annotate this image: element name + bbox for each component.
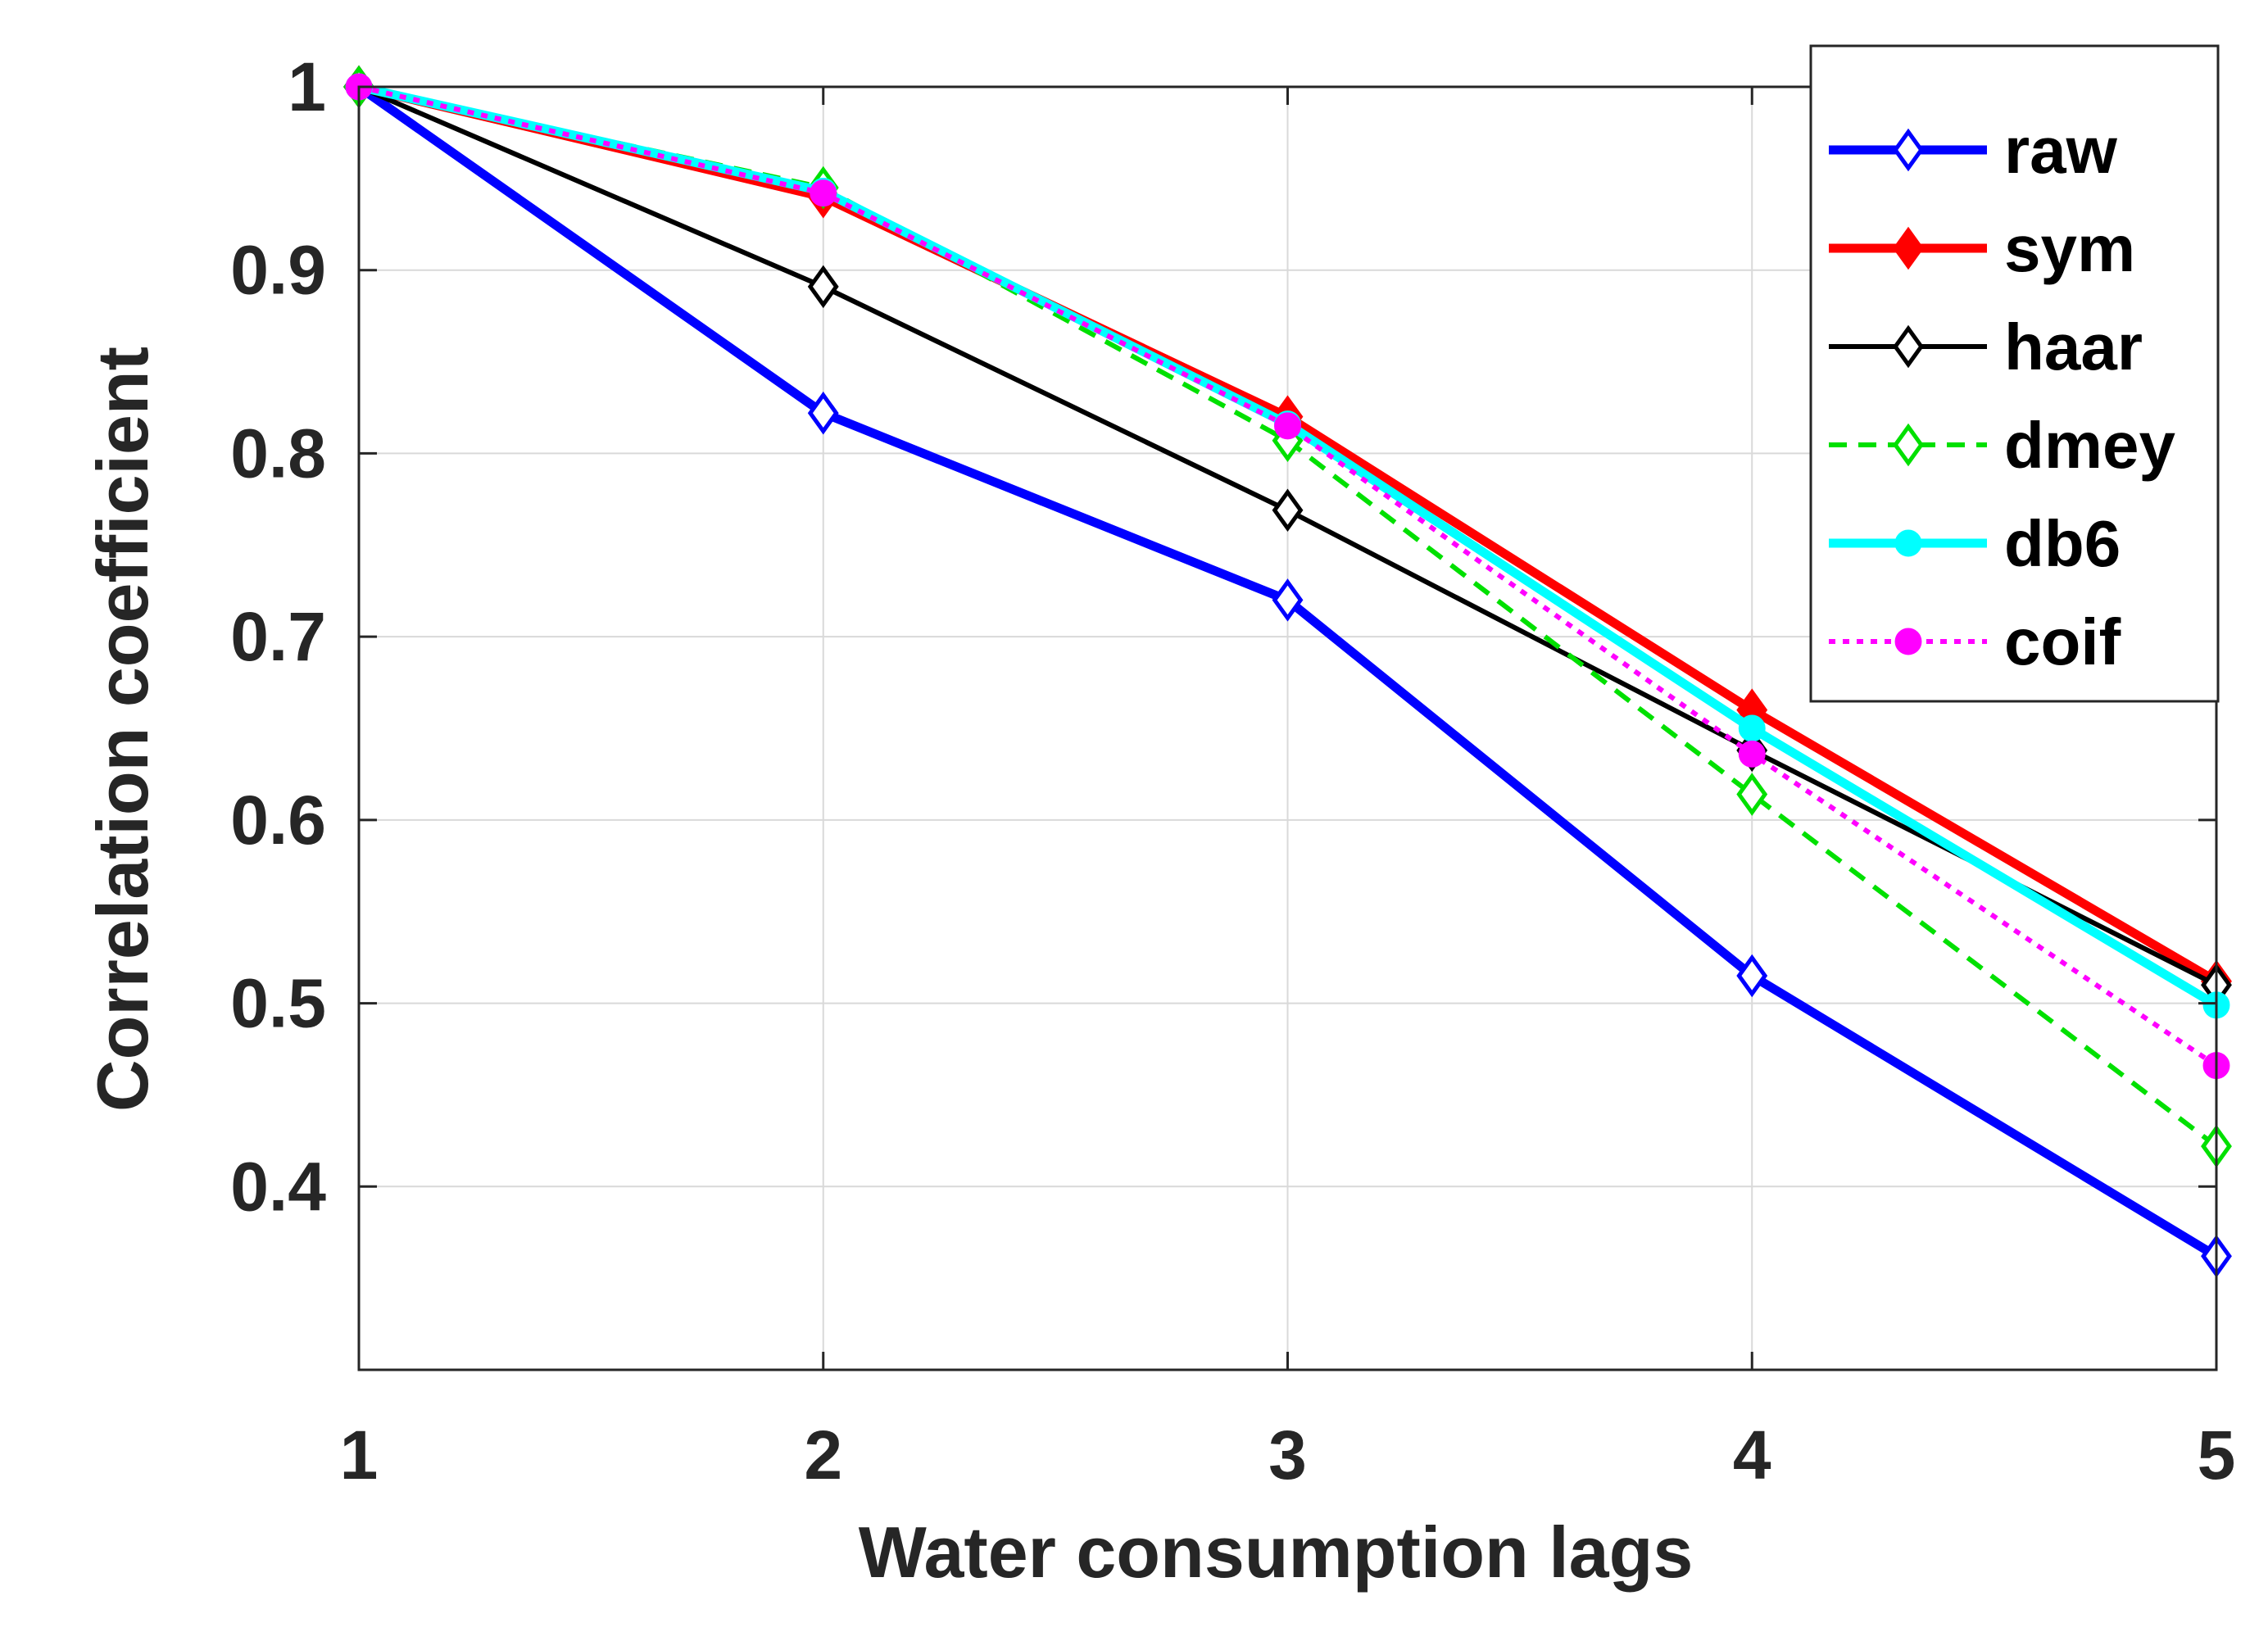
series-layer <box>343 65 2232 1278</box>
legend-entry-haar: haar <box>1829 311 2143 383</box>
y-tick-label: 0.4 <box>230 1148 326 1225</box>
legend-entry-raw: raw <box>1829 114 2118 187</box>
y-axis-tick-labels: 0.4 0.5 0.6 0.7 0.8 0.9 1 <box>230 48 326 1225</box>
data-point-haar <box>807 265 839 309</box>
legend-box <box>1809 44 2220 703</box>
y-tick-label: 0.5 <box>230 965 326 1042</box>
x-tick-label: 3 <box>1268 1417 1307 1494</box>
y-tick-label: 0.6 <box>230 782 326 859</box>
data-point-raw <box>1736 954 1768 998</box>
legend-marker-raw <box>1893 128 1924 172</box>
data-point-coif <box>810 179 837 207</box>
legend: raw sym haar dmey db6 coif <box>1809 44 2220 703</box>
legend-marker-coif <box>1894 628 1922 655</box>
legend-marker-haar <box>1893 324 1924 369</box>
x-tick-label: 4 <box>1733 1417 1771 1494</box>
legend-label-dmey: dmey <box>2004 409 2175 482</box>
data-point-coif <box>1738 740 1766 768</box>
legend-entry-coif: coif <box>1829 605 2121 678</box>
data-point-coif <box>1274 412 1301 440</box>
y-tick-label: 1 <box>288 48 326 125</box>
legend-label-haar: haar <box>2004 311 2143 383</box>
legend-marker-dmey <box>1893 423 1924 467</box>
legend-label-coif: coif <box>2004 605 2121 678</box>
x-axis-tick-labels: 1 2 3 4 5 <box>340 1417 2236 1494</box>
legend-entry-dmey: dmey <box>1829 409 2175 482</box>
data-point-raw <box>1272 578 1304 622</box>
x-axis-title: Water consumption lags <box>859 1512 1694 1593</box>
legend-entry-sym: sym <box>1829 212 2135 285</box>
y-tick-label: 0.9 <box>230 232 326 309</box>
x-tick-label: 2 <box>804 1417 842 1494</box>
y-tick-label: 0.7 <box>230 598 326 675</box>
legend-label-db6: db6 <box>2004 507 2121 580</box>
y-axis-title: Correlation coefficient <box>82 347 163 1112</box>
data-point-dmey <box>1736 773 1768 816</box>
data-point-raw <box>807 391 839 435</box>
legend-label-sym: sym <box>2004 212 2135 285</box>
legend-label-raw: raw <box>2004 114 2118 187</box>
legend-marker-sym <box>1893 226 1924 270</box>
legend-entry-db6: db6 <box>1829 507 2121 580</box>
x-tick-label: 5 <box>2198 1417 2236 1494</box>
legend-marker-db6 <box>1894 529 1922 557</box>
data-point-haar <box>1272 488 1304 533</box>
data-point-db6 <box>1738 714 1766 742</box>
y-tick-label: 0.8 <box>230 415 326 492</box>
x-tick-label: 1 <box>340 1417 379 1494</box>
